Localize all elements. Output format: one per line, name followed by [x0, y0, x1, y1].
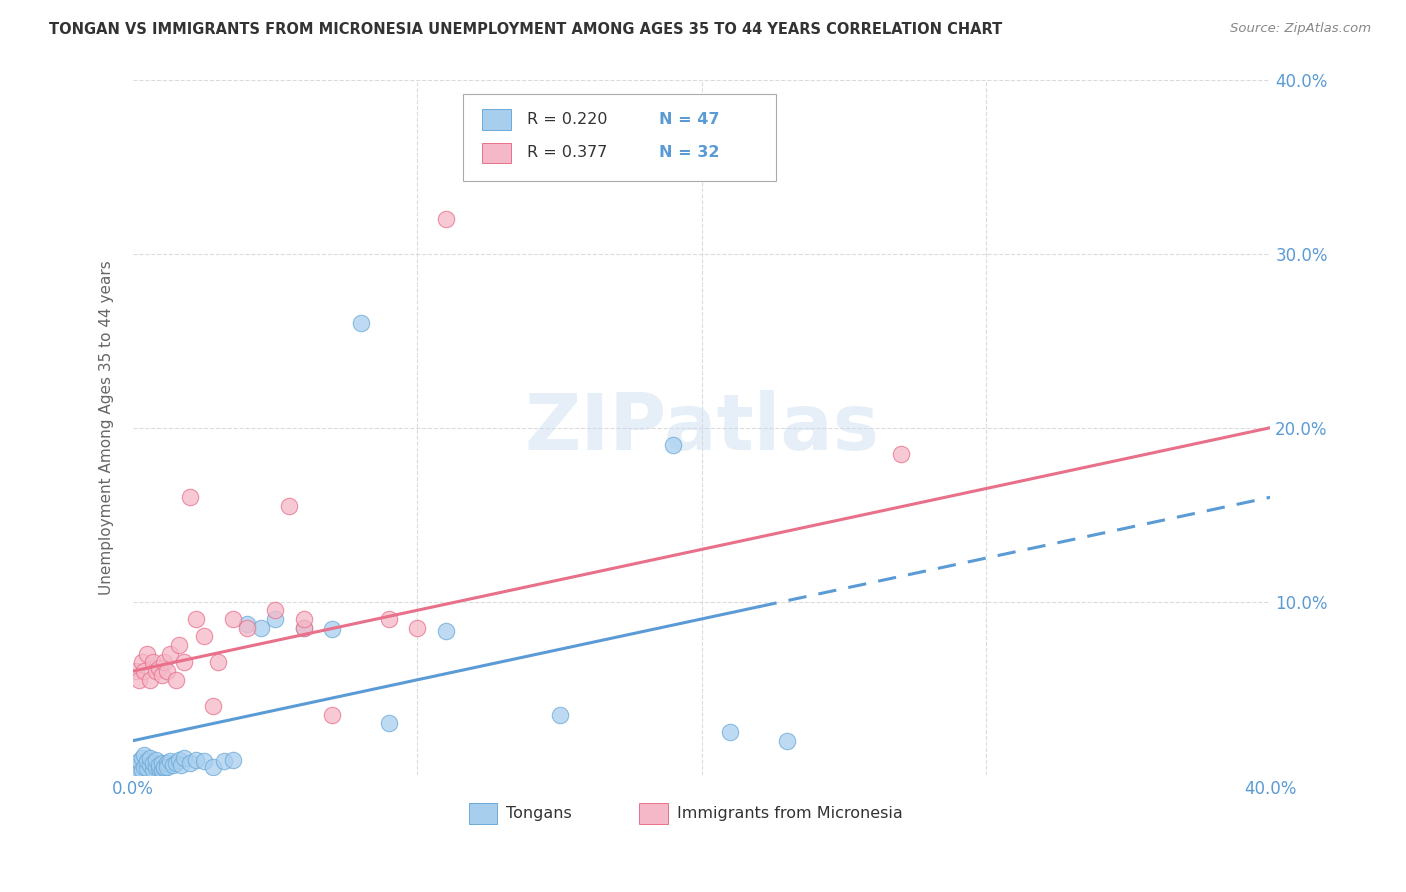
Point [207, 656, 229, 670]
Point [150, 756, 173, 771]
Point [406, 621, 429, 635]
Point [167, 638, 190, 652]
Point [179, 756, 201, 771]
Point [131, 763, 153, 777]
Point [150, 667, 173, 681]
Point [128, 673, 150, 687]
Point [145, 753, 167, 767]
Point [193, 629, 215, 643]
Point [221, 612, 243, 626]
Point [221, 753, 243, 767]
Point [150, 763, 173, 777]
Point [349, 317, 371, 331]
Point [170, 758, 193, 772]
Point [134, 760, 156, 774]
Point [201, 698, 224, 713]
Point [142, 756, 165, 771]
Point [264, 603, 287, 617]
Point [139, 751, 162, 765]
Point [378, 716, 401, 731]
Point [156, 756, 179, 771]
Point [278, 499, 301, 513]
Point [434, 624, 457, 639]
FancyBboxPatch shape [482, 143, 510, 163]
Point [159, 647, 181, 661]
Point [148, 758, 170, 772]
Text: N = 32: N = 32 [658, 145, 718, 161]
Point [292, 612, 315, 626]
Point [776, 733, 799, 747]
Point [145, 760, 167, 774]
Point [148, 761, 170, 775]
Text: ZIPatlas: ZIPatlas [524, 390, 879, 466]
Point [173, 751, 195, 765]
Text: TONGAN VS IMMIGRANTS FROM MICRONESIA UNEMPLOYMENT AMONG AGES 35 TO 44 YEARS CORR: TONGAN VS IMMIGRANTS FROM MICRONESIA UNE… [49, 22, 1002, 37]
Point [662, 438, 685, 452]
Point [125, 664, 148, 678]
Point [136, 647, 159, 661]
Text: Tongans: Tongans [506, 806, 572, 822]
Point [125, 760, 148, 774]
Point [145, 664, 167, 678]
Point [128, 755, 150, 769]
Point [162, 758, 184, 772]
Point [890, 447, 912, 461]
Text: R = 0.377: R = 0.377 [527, 145, 607, 161]
Point [548, 707, 571, 722]
Text: Immigrants from Micronesia: Immigrants from Micronesia [676, 806, 903, 822]
Point [153, 760, 176, 774]
Text: N = 47: N = 47 [658, 112, 718, 128]
Point [434, 212, 457, 227]
Point [264, 612, 287, 626]
Y-axis label: Unemployment Among Ages 35 to 44 years: Unemployment Among Ages 35 to 44 years [100, 260, 114, 595]
Point [292, 621, 315, 635]
Point [173, 656, 195, 670]
Point [159, 755, 181, 769]
FancyBboxPatch shape [640, 803, 668, 824]
Point [378, 612, 401, 626]
Point [134, 747, 156, 762]
Text: Source: ZipAtlas.com: Source: ZipAtlas.com [1230, 22, 1371, 36]
Point [321, 707, 343, 722]
Point [165, 673, 187, 687]
Point [142, 656, 165, 670]
Point [236, 617, 259, 632]
Point [136, 761, 159, 775]
Point [193, 755, 215, 769]
FancyBboxPatch shape [468, 803, 498, 824]
Point [179, 490, 201, 504]
Point [134, 664, 156, 678]
Point [167, 753, 190, 767]
Point [321, 623, 343, 637]
Point [250, 621, 273, 635]
Text: R = 0.220: R = 0.220 [527, 112, 607, 128]
Point [156, 664, 179, 678]
Point [148, 660, 170, 674]
Point [131, 751, 153, 765]
FancyBboxPatch shape [463, 94, 776, 181]
Point [139, 673, 162, 687]
Point [212, 755, 235, 769]
Point [139, 758, 162, 772]
FancyBboxPatch shape [482, 109, 510, 130]
Point [184, 753, 207, 767]
Point [201, 760, 224, 774]
Point [128, 764, 150, 779]
Point [156, 760, 179, 774]
Point [153, 761, 176, 775]
Point [165, 756, 187, 771]
Point [292, 621, 315, 635]
Point [142, 763, 165, 777]
Point [131, 656, 153, 670]
Point [153, 656, 176, 670]
Point [236, 621, 259, 635]
Point [184, 612, 207, 626]
Point [718, 725, 741, 739]
Point [136, 755, 159, 769]
